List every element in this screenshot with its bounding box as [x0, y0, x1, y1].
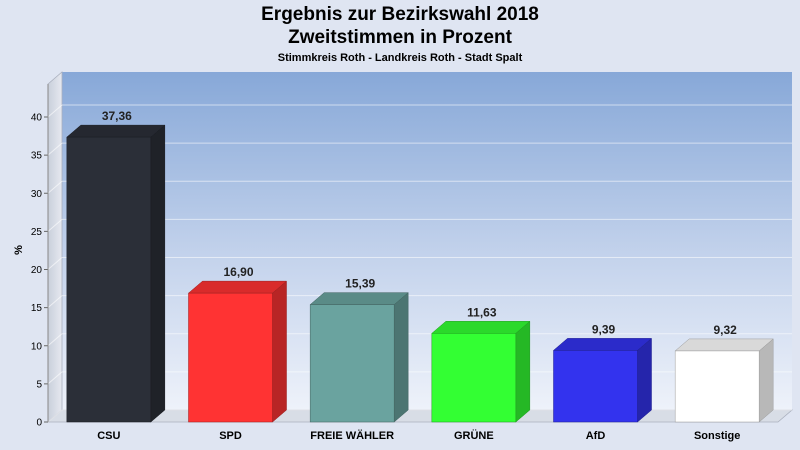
chart-title: Ergebnis zur Bezirkswahl 2018 [261, 4, 539, 25]
bar-top [431, 321, 531, 334]
bar [431, 333, 517, 423]
gridline-side [47, 409, 63, 423]
bar-top [552, 338, 653, 351]
title-block: Ergebnis zur Bezirkswahl 2018 Zweitstimm… [0, 0, 800, 64]
data-label: 37,36 [102, 109, 132, 123]
bar [553, 350, 638, 423]
gridline-side [47, 295, 63, 309]
gridline-side [47, 180, 63, 194]
x-tick-label: GRÜNE [454, 429, 494, 442]
y-tick-label: 20 [31, 265, 43, 276]
x-tick-label: AfD [586, 430, 606, 442]
bar-top [187, 280, 288, 294]
y-tick-label: 0 [36, 418, 42, 429]
x-tick-label: SPD [219, 430, 242, 442]
bar [188, 292, 273, 423]
bar-side [515, 320, 531, 423]
bar-side [637, 337, 652, 423]
y-tick-label: 25 [31, 227, 43, 238]
x-tick-label: Sonstige [694, 430, 740, 442]
bar-top [674, 338, 774, 352]
gridline-side [47, 371, 63, 385]
data-label: 15,39 [345, 277, 375, 291]
y-tick-label: 40 [31, 113, 43, 124]
y-tick-label: 5 [36, 379, 42, 390]
data-label: 9,32 [713, 323, 737, 337]
bar [309, 304, 395, 423]
y-tick-label: 10 [31, 341, 43, 352]
data-label: 16,90 [223, 265, 253, 279]
gridline-side [47, 218, 63, 232]
chart-subtitle: Stimmkreis Roth - Landkreis Roth - Stadt… [277, 52, 523, 64]
bar-side [150, 124, 166, 423]
plot-background [62, 72, 792, 410]
gridline-side [47, 257, 63, 270]
bar-top [66, 124, 166, 138]
bar [674, 350, 760, 423]
data-label: 11,63 [467, 305, 497, 319]
y-axis-label: % [13, 245, 25, 255]
bar-side [393, 292, 409, 423]
bar-side [758, 338, 774, 423]
plot-side-wall [47, 71, 63, 423]
bar-side [272, 280, 287, 423]
gridline-side [47, 142, 63, 156]
y-tick-label: 35 [31, 151, 43, 162]
data-label: 9,39 [592, 322, 616, 336]
gridline-side [47, 104, 63, 118]
bar-top [309, 292, 409, 305]
chart-title-2: Zweitstimmen in Prozent [288, 27, 512, 48]
y-tick-label: 15 [31, 303, 43, 314]
gridline-side [47, 333, 63, 347]
bar [66, 136, 152, 423]
x-tick-label: FREIE WÄHLER [310, 429, 394, 442]
x-tick-label: CSU [97, 430, 120, 442]
y-tick-label: 30 [31, 189, 43, 200]
